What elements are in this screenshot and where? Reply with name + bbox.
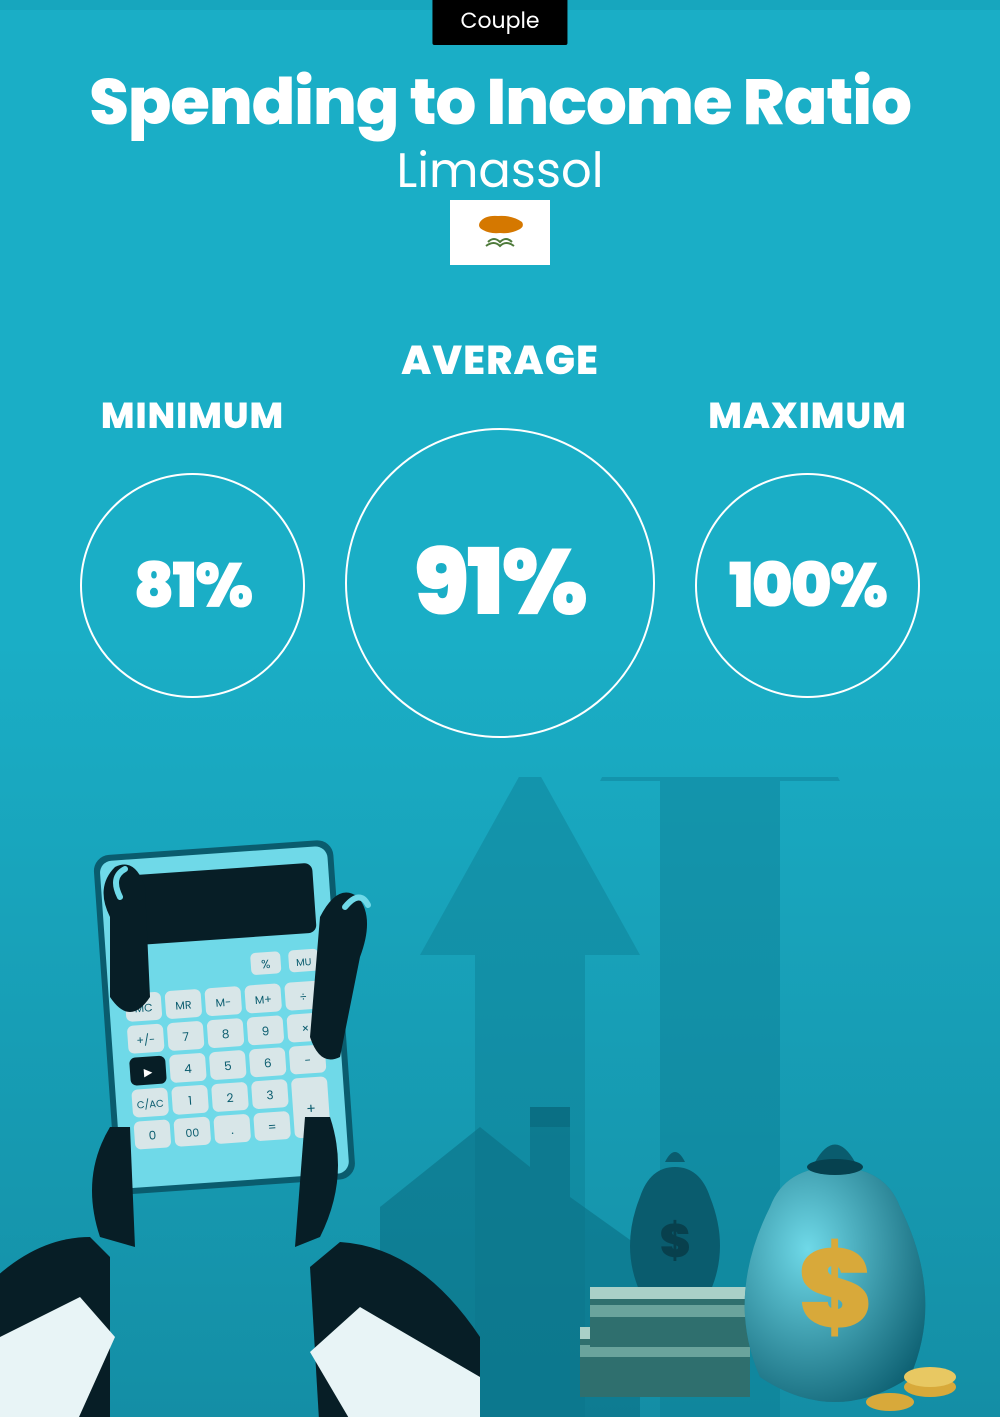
- svg-text:3: 3: [266, 1087, 274, 1104]
- stat-maximum: MAXIMUM 100%: [695, 330, 920, 698]
- svg-text:5: 5: [224, 1058, 233, 1075]
- stat-value-maximum: 100%: [729, 539, 886, 632]
- stat-average: AVERAGE 91%: [345, 330, 655, 738]
- svg-text:−: −: [304, 1052, 312, 1069]
- svg-text:×: ×: [301, 1020, 310, 1037]
- svg-text:=: =: [267, 1119, 277, 1137]
- svg-text:9: 9: [261, 1023, 270, 1040]
- country-flag: [450, 200, 550, 265]
- stat-circle-maximum: 100%: [695, 473, 920, 698]
- stats-row: MINIMUM 81% AVERAGE 91% MAXIMUM 100%: [0, 330, 1000, 738]
- svg-text:$: $: [798, 1211, 871, 1366]
- svg-text:▶: ▶: [143, 1063, 153, 1080]
- svg-text:+: +: [306, 1098, 317, 1119]
- svg-text:M-: M-: [215, 994, 232, 1011]
- svg-text:6: 6: [263, 1055, 272, 1072]
- stat-label-average: AVERAGE: [401, 330, 599, 390]
- svg-text:+/-: +/-: [136, 1031, 156, 1048]
- stat-circle-minimum: 81%: [80, 473, 305, 698]
- svg-text:$: $: [660, 1210, 691, 1274]
- svg-text:2: 2: [226, 1090, 234, 1107]
- money-icon: $ $: [580, 1057, 960, 1417]
- svg-text:8: 8: [221, 1026, 230, 1043]
- stat-value-minimum: 81%: [134, 539, 252, 632]
- stat-minimum: MINIMUM 81%: [80, 330, 305, 698]
- svg-text:÷: ÷: [299, 988, 307, 1004]
- stat-label-minimum: MINIMUM: [101, 388, 284, 443]
- stat-label-maximum: MAXIMUM: [708, 388, 906, 443]
- svg-text:MU: MU: [296, 954, 312, 970]
- svg-text:0: 0: [148, 1127, 157, 1144]
- svg-text:C/AC: C/AC: [136, 1096, 164, 1113]
- cyprus-flag-icon: [450, 200, 550, 265]
- bottom-illustration: $ $: [0, 777, 1000, 1417]
- svg-text:00: 00: [185, 1124, 200, 1141]
- category-badge: Couple: [432, 0, 567, 45]
- svg-text:MR: MR: [175, 996, 193, 1013]
- calculator-hands-icon: % MU MC MR M- M+ ÷ +/- 7 8: [0, 797, 480, 1417]
- stat-value-average: 91%: [414, 514, 586, 652]
- stat-circle-average: 91%: [345, 428, 655, 738]
- svg-text:M+: M+: [254, 991, 272, 1008]
- svg-text:%: %: [261, 956, 271, 974]
- location-subtitle: Limassol: [0, 135, 1000, 207]
